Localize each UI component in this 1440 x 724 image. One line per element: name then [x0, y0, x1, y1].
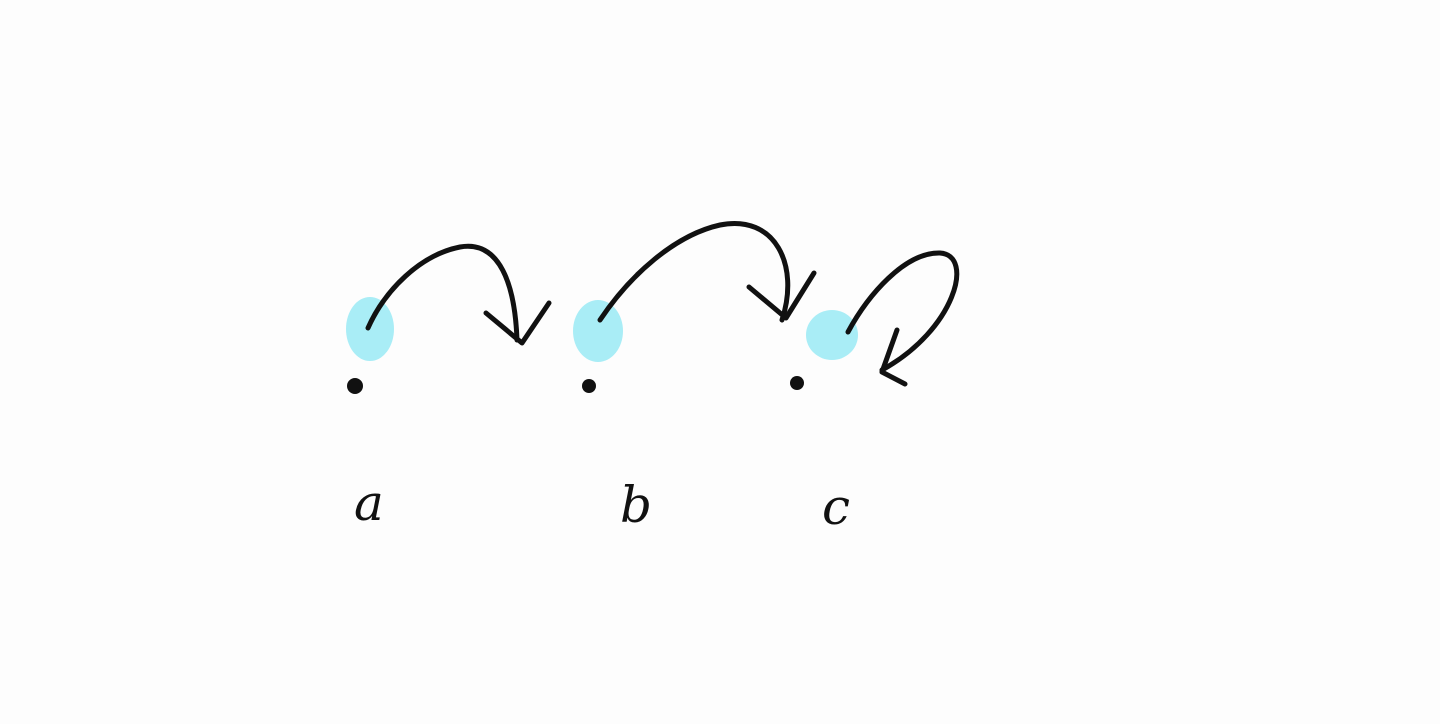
node-b-label: b — [620, 476, 652, 534]
node-c-dot — [790, 376, 804, 390]
edge-c-to-c — [845, 250, 960, 387]
node-b-highlight — [573, 300, 623, 362]
node-a-label: a — [354, 474, 384, 532]
node-c-highlight — [806, 310, 858, 360]
edge-b-to-c — [597, 221, 817, 323]
node-a-dot — [347, 378, 363, 394]
node-b-dot — [582, 379, 596, 393]
edge-b-to-c-arrowhead — [746, 270, 817, 321]
edge-a-to-b-curve — [365, 243, 520, 343]
edge-c-to-c-curve — [845, 250, 960, 373]
edge-a-to-b-arrowhead — [483, 300, 552, 346]
node-c-label: c — [822, 478, 850, 536]
edge-b-to-c-curve — [597, 221, 791, 323]
edge-c-to-c-arrowhead — [879, 327, 908, 387]
edge-a-to-b — [365, 243, 552, 346]
